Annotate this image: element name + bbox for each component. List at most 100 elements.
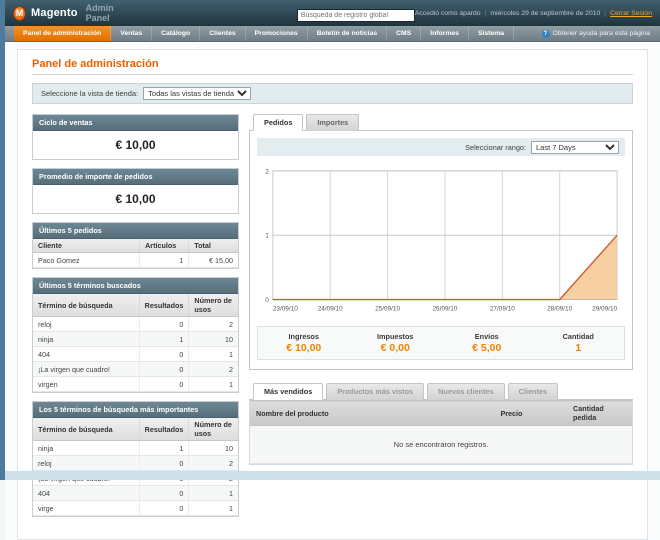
header-bar: M Magento Admin Panel Accedió como apard… bbox=[5, 0, 660, 26]
logo-subtitle: Admin Panel bbox=[86, 3, 132, 23]
header-date: miércoles 29 de septiembre de 2010 bbox=[490, 10, 600, 17]
term-uses: 10 bbox=[189, 332, 238, 347]
tab-bestsellers[interactable]: Más vendidos bbox=[253, 383, 323, 400]
col-header: Número de usos bbox=[189, 294, 238, 317]
table-row[interactable]: 404 0 1 bbox=[33, 486, 238, 501]
nav-item-customers[interactable]: Clientes bbox=[200, 26, 245, 41]
products-table-container: Nombre del producto Precio Cantidad pedi… bbox=[249, 400, 633, 465]
stat-shipping: Envíos € 5,00 bbox=[441, 332, 533, 354]
average-orders-box: Promedio de importe de pedidos € 10,00 bbox=[32, 168, 239, 214]
term-uses: 2 bbox=[189, 456, 238, 471]
search-term: 404 bbox=[33, 347, 139, 362]
stat-value: € 10,00 bbox=[258, 342, 350, 354]
order-total: € 15,00 bbox=[189, 253, 238, 268]
main-nav: Panel de administración Ventas Catálogo … bbox=[5, 26, 660, 42]
tab-amounts[interactable]: Importes bbox=[306, 114, 359, 131]
last-search-terms-table: Término de búsqueda Resultados Número de… bbox=[33, 294, 238, 392]
term-uses: 1 bbox=[189, 377, 238, 392]
table-row[interactable]: Paco Gomez 1 € 15,00 bbox=[33, 253, 238, 268]
order-customer: Paco Gomez bbox=[33, 253, 140, 268]
stat-label: Envíos bbox=[441, 332, 533, 341]
search-term: virgen bbox=[33, 377, 139, 392]
stat-tax: Impuestos € 0,00 bbox=[350, 332, 442, 354]
col-header: Precio bbox=[494, 401, 567, 426]
col-header: Cliente bbox=[33, 239, 140, 253]
search-term: ¡La virgen que cuadro! bbox=[33, 362, 139, 377]
nav-item-catalog[interactable]: Catálogo bbox=[152, 26, 200, 41]
search-term: 404 bbox=[33, 486, 139, 501]
nav-item-dashboard[interactable]: Panel de administración bbox=[14, 26, 111, 41]
table-row[interactable]: virge 0 1 bbox=[33, 501, 238, 516]
last-search-terms-title: Últimos 5 términos buscados bbox=[33, 278, 238, 294]
svg-text:29/09/10: 29/09/10 bbox=[592, 305, 617, 312]
dashboard-container: Panel de administración Seleccione la vi… bbox=[17, 49, 648, 540]
table-row[interactable]: reloj 0 2 bbox=[33, 456, 238, 471]
nav-item-newsletter[interactable]: Boletín de noticias bbox=[308, 26, 387, 41]
last-orders-box: Últimos 5 pedidos Cliente Artículos Tota… bbox=[32, 222, 239, 269]
window-edge-left bbox=[0, 0, 5, 480]
window-edge-bottom bbox=[0, 471, 660, 480]
stat-value: € 0,00 bbox=[350, 342, 442, 354]
tab-orders[interactable]: Pedidos bbox=[253, 114, 303, 131]
help-icon: ? bbox=[542, 30, 550, 38]
term-uses: 1 bbox=[189, 501, 238, 516]
svg-text:0: 0 bbox=[265, 297, 269, 304]
term-results: 1 bbox=[139, 332, 189, 347]
table-row[interactable]: ¡La virgen que cuadro! 0 2 bbox=[33, 362, 238, 377]
header-user-area: Accedió como apardo | miércoles 29 de se… bbox=[415, 10, 652, 17]
nav-item-cms[interactable]: CMS bbox=[387, 26, 421, 41]
tab-most-viewed[interactable]: Productos más vistos bbox=[326, 383, 424, 400]
sales-box: Ciclo de ventas € 10,00 bbox=[32, 114, 239, 160]
search-term: reloj bbox=[33, 317, 139, 332]
magento-logo: M Magento Admin Panel bbox=[13, 3, 132, 23]
term-results: 0 bbox=[139, 456, 189, 471]
average-orders-value: € 10,00 bbox=[33, 185, 238, 213]
svg-text:1: 1 bbox=[265, 233, 269, 240]
svg-text:2: 2 bbox=[265, 168, 269, 175]
term-uses: 1 bbox=[189, 347, 238, 362]
help-link[interactable]: ? Obtener ayuda para esta página bbox=[542, 26, 660, 41]
stat-quantity: Cantidad 1 bbox=[533, 332, 625, 354]
empty-row: No se encontraron registros. bbox=[250, 426, 632, 464]
separator: | bbox=[485, 10, 487, 17]
store-switcher-label: Seleccione la vista de tienda: bbox=[41, 89, 138, 98]
store-switcher-select[interactable]: Todas las vistas de tienda bbox=[143, 87, 251, 100]
range-select[interactable]: Last 7 Days bbox=[531, 141, 619, 154]
logo-name: Magento bbox=[31, 7, 78, 19]
col-header: Término de búsqueda bbox=[33, 418, 139, 441]
stat-value: 1 bbox=[533, 342, 625, 354]
col-header: Total bbox=[189, 239, 238, 253]
table-row[interactable]: 404 0 1 bbox=[33, 347, 238, 362]
table-row[interactable]: virgen 0 1 bbox=[33, 377, 238, 392]
global-search-input[interactable] bbox=[297, 9, 415, 22]
products-table: Nombre del producto Precio Cantidad pedi… bbox=[250, 400, 632, 464]
svg-text:27/09/10: 27/09/10 bbox=[490, 305, 515, 312]
nav-item-sales[interactable]: Ventas bbox=[111, 26, 152, 41]
admin-page: M Magento Admin Panel Accedió como apard… bbox=[5, 0, 660, 471]
table-row[interactable]: reloj 0 2 bbox=[33, 317, 238, 332]
nav-item-system[interactable]: Sistema bbox=[469, 26, 514, 41]
logout-link[interactable]: Cerrar Sesión bbox=[610, 10, 652, 17]
top-search-terms-table: Término de búsqueda Resultados Número de… bbox=[33, 418, 238, 516]
range-bar: Seleccionar rango: Last 7 Days bbox=[257, 138, 625, 156]
tab-customers[interactable]: Clientes bbox=[508, 383, 558, 400]
nav-item-promotions[interactable]: Promociones bbox=[246, 26, 308, 41]
tab-new-customers[interactable]: Nuevos clientes bbox=[427, 383, 505, 400]
term-uses: 2 bbox=[189, 362, 238, 377]
term-uses: 2 bbox=[189, 317, 238, 332]
order-items: 1 bbox=[140, 253, 189, 268]
term-results: 0 bbox=[139, 501, 189, 516]
search-term: reloj bbox=[33, 456, 139, 471]
svg-text:28/09/10: 28/09/10 bbox=[547, 305, 572, 312]
last-search-terms-box: Últimos 5 términos buscados Término de b… bbox=[32, 277, 239, 393]
table-row[interactable]: ninja 1 10 bbox=[33, 332, 238, 347]
empty-message: No se encontraron registros. bbox=[250, 426, 632, 464]
nav-item-reports[interactable]: Informes bbox=[421, 26, 469, 41]
range-label: Seleccionar rango: bbox=[465, 143, 526, 152]
table-row[interactable]: ninja 1 10 bbox=[33, 441, 238, 456]
page-title: Panel de administración bbox=[32, 58, 633, 75]
stat-value: € 5,00 bbox=[441, 342, 533, 354]
last-orders-title: Últimos 5 pedidos bbox=[33, 223, 238, 239]
